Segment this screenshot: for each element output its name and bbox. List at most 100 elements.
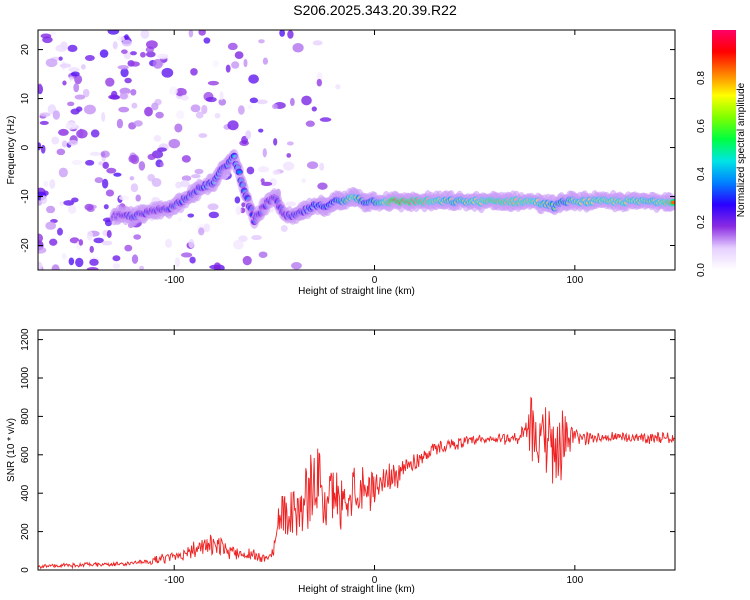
heatmap-ytick-label: 20 [20,44,31,56]
noise-blob [214,112,221,119]
noise-blob [319,117,332,122]
noise-blob [101,178,109,189]
noise-blob [103,204,109,210]
noise-blob [100,150,110,158]
noise-blob [118,106,130,113]
noise-blob [117,36,126,41]
noise-blob [190,68,198,76]
noise-blob [256,99,268,105]
noise-blob [93,237,104,244]
noise-blob [86,230,93,241]
noise-blob [131,102,138,109]
noise-blob [117,65,129,70]
noise-blob [312,40,323,46]
noise-blob [180,252,193,258]
noise-blob [159,161,164,167]
noise-blob [219,90,224,101]
noise-blob [311,106,317,112]
noise-blob [40,144,46,154]
snr-ytick-label: 400 [20,484,31,501]
noise-blob [58,167,68,178]
noise-blob [248,74,259,84]
noise-blob [129,176,135,181]
noise-blob [112,255,121,262]
noise-blob [245,130,252,140]
noise-blob [301,178,306,184]
noise-blob [139,265,144,270]
noise-blob [174,257,181,268]
noise-blob [258,39,265,44]
noise-blob [38,142,42,151]
noise-blob [38,83,43,92]
snr-ytick-label: 600 [20,446,31,463]
noise-blob [106,167,117,174]
noise-blob [273,138,278,146]
noise-blob [147,153,156,161]
noise-blob [234,196,241,204]
noise-blob [75,257,84,268]
noise-blob [55,44,67,53]
noise-blob [43,180,49,187]
noise-blob [287,30,294,39]
noise-blob [198,227,205,236]
noise-blob [124,244,133,252]
noise-blob [106,230,112,238]
noise-blob [249,97,259,104]
noise-blob [120,67,129,78]
noise-blob [78,128,84,139]
noise-blob [69,237,80,244]
noise-blob [84,203,94,211]
heatmap-ytick-label: -20 [20,238,31,253]
noise-blob [59,63,72,68]
noise-blob [156,54,168,59]
noise-blob [68,139,79,146]
noise-blob [235,206,242,216]
ridge-core [236,170,242,174]
noise-blob [69,76,74,81]
noise-blob [260,178,265,184]
heatmap-ylabel: Frequency (Hz) [6,116,17,185]
noise-blob [307,161,319,169]
noise-blob [133,234,142,240]
noise-blob [207,80,219,86]
noise-blob [68,257,75,266]
noise-blob [89,245,94,253]
ridge-core [670,200,675,205]
colorbar-tick-label: 0.2 [696,215,707,229]
noise-blob [101,112,106,122]
noise-blob [157,147,167,152]
noise-blob [67,204,77,214]
noise-blob [319,162,325,171]
noise-blob [234,51,244,60]
noise-blob [198,133,208,138]
noise-blob [292,43,304,53]
noise-blob [99,49,109,58]
noise-blob [272,103,278,110]
noise-blob [188,30,194,38]
noise-blob [233,239,244,250]
noise-blob [128,154,138,163]
colorbar-tick-label: 0.6 [696,119,707,133]
noise-blob [175,87,187,97]
snr-xtick-label: 0 [372,575,378,586]
noise-blob [105,77,115,87]
noise-blob [38,233,43,243]
noise-blob [165,238,173,248]
noise-blob [73,82,80,93]
noise-blob [205,96,217,103]
noise-blob [161,67,174,78]
noise-blob [203,223,211,233]
noise-blob [168,138,181,149]
colorbar-tick-label: 0.0 [696,263,707,277]
noise-blob [241,202,246,208]
noise-blob [258,128,264,133]
noise-blob [67,44,78,53]
noise-blob [155,111,164,119]
noise-blob [145,51,156,58]
noise-blob [282,161,295,171]
noise-blob [89,258,99,266]
noise-blob [305,120,315,127]
noise-blob [279,30,286,37]
noise-blob [82,88,90,98]
